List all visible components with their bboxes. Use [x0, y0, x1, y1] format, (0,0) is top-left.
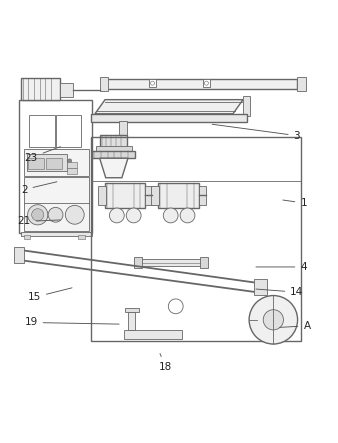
Text: A: A: [280, 321, 311, 331]
Text: 21: 21: [18, 217, 60, 226]
Text: 18: 18: [159, 354, 172, 372]
Text: 19: 19: [24, 318, 119, 327]
Bar: [125, 308, 139, 312]
Bar: [140, 259, 201, 266]
Polygon shape: [95, 100, 243, 114]
Text: 4: 4: [256, 262, 307, 272]
Bar: [59, 83, 73, 97]
Circle shape: [180, 208, 195, 223]
Bar: [200, 257, 209, 268]
Bar: [100, 78, 108, 91]
Bar: [158, 183, 199, 208]
Bar: [67, 167, 77, 174]
Circle shape: [263, 310, 284, 330]
Bar: [149, 79, 156, 87]
Circle shape: [126, 208, 141, 223]
Bar: [134, 257, 142, 268]
Text: 2: 2: [21, 182, 57, 194]
Bar: [254, 280, 267, 295]
Bar: [119, 121, 127, 137]
Bar: [24, 177, 89, 231]
Bar: [56, 116, 81, 148]
Bar: [28, 158, 45, 169]
Bar: [124, 330, 183, 338]
Circle shape: [32, 209, 44, 221]
Bar: [96, 146, 132, 152]
Bar: [128, 312, 135, 330]
Circle shape: [249, 295, 297, 344]
Circle shape: [163, 208, 178, 223]
Circle shape: [68, 159, 72, 163]
Text: 14: 14: [256, 287, 304, 297]
Polygon shape: [100, 158, 128, 178]
Bar: [21, 232, 92, 236]
Bar: [203, 79, 210, 87]
Circle shape: [48, 207, 63, 222]
Bar: [29, 116, 54, 148]
Bar: [105, 183, 145, 208]
Bar: [98, 186, 106, 206]
Bar: [297, 78, 306, 91]
Bar: [92, 152, 135, 158]
Text: 3: 3: [212, 124, 300, 141]
Text: 15: 15: [28, 288, 72, 302]
Bar: [27, 154, 67, 171]
Circle shape: [28, 205, 48, 225]
Bar: [91, 137, 301, 341]
Bar: [105, 79, 297, 89]
Bar: [100, 135, 127, 148]
Bar: [19, 100, 92, 233]
Text: 23: 23: [24, 147, 61, 163]
Bar: [21, 78, 59, 100]
Bar: [46, 158, 62, 169]
Circle shape: [65, 206, 84, 224]
Text: 1: 1: [283, 198, 307, 208]
Circle shape: [110, 208, 124, 223]
Bar: [24, 235, 30, 239]
Bar: [91, 114, 247, 122]
Bar: [151, 186, 159, 206]
Bar: [78, 235, 85, 239]
Bar: [243, 96, 250, 117]
Bar: [145, 186, 153, 206]
Bar: [14, 248, 24, 263]
Bar: [24, 149, 89, 176]
Bar: [67, 162, 77, 167]
Bar: [199, 186, 206, 206]
